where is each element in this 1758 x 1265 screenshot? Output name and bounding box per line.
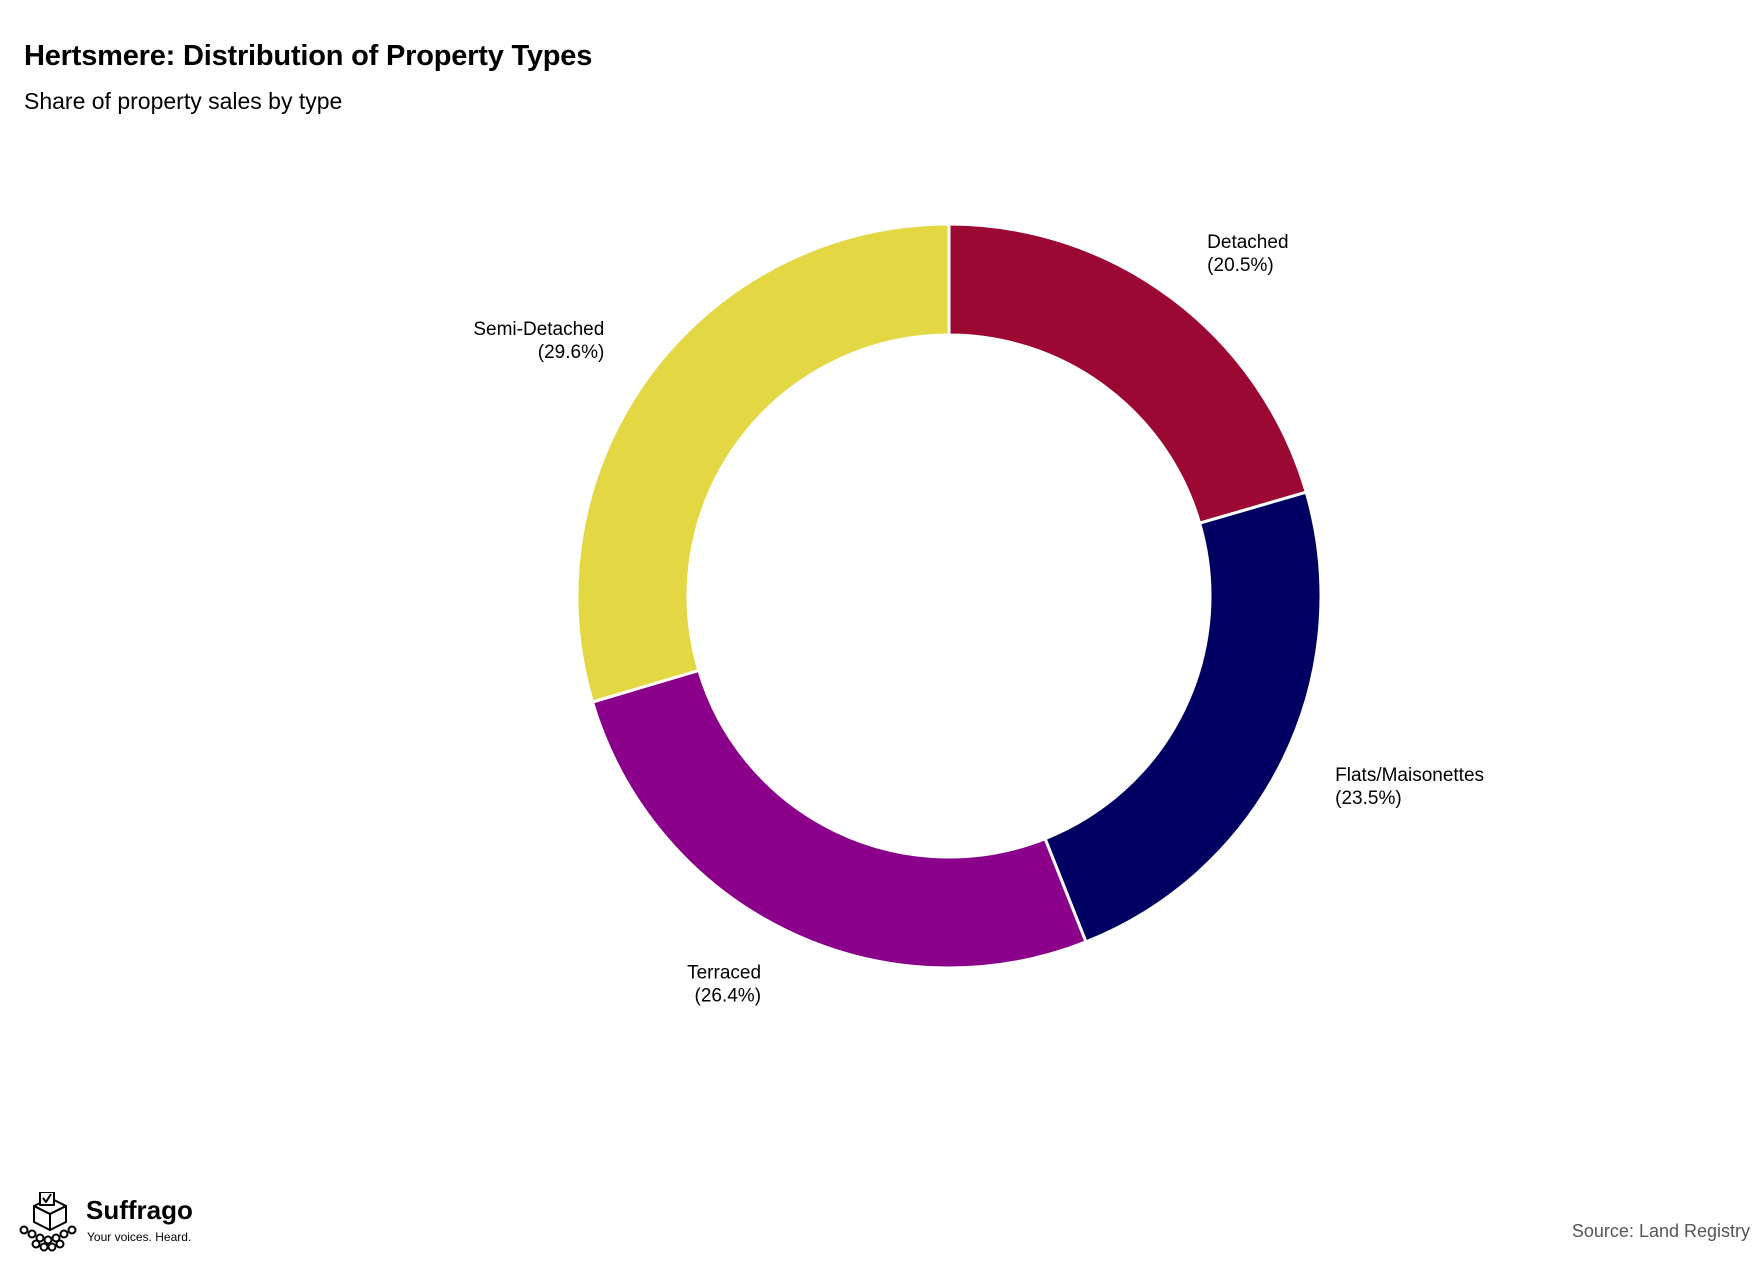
chart-subtitle: Share of property sales by type [24, 88, 343, 114]
ballot-box-crowd-icon [19, 1192, 77, 1252]
brand-logo: Suffrago Your voices. Heard. [16, 1192, 216, 1252]
brand-tagline: Your voices. Heard. [87, 1230, 192, 1244]
slice-semi-detached [575, 222, 951, 704]
slice-category-label: Terraced [687, 963, 761, 984]
slice-value-label: (26.4%) [695, 986, 762, 1007]
slice-value-label: (20.5%) [1207, 255, 1274, 276]
slice-label-semi-detached: Semi-Detached (29.6%) [473, 319, 604, 363]
slice-category-label: Detached [1207, 232, 1288, 253]
slice-value-label: (23.5%) [1335, 788, 1402, 809]
slice-label-terraced: Terraced (26.4%) [687, 963, 761, 1007]
slice-label-detached: Detached (20.5%) [1207, 232, 1288, 276]
slice-category-label: Flats/Maisonettes [1335, 765, 1484, 786]
slice-detached [947, 222, 1309, 526]
chart-title: Hertsmere: Distribution of Property Type… [24, 40, 593, 72]
slice-category-label: Semi-Detached [473, 319, 604, 340]
slice-labels: Detached (20.5%) Flats/Maisonettes (23.5%) T… [473, 232, 1484, 1007]
donut-slices [575, 222, 1323, 970]
slice-label-flats-maisonettes: Flats/Maisonettes (23.5%) [1335, 765, 1484, 809]
brand-name: Suffrago [86, 1195, 193, 1225]
source-note: Source: Land Registry [1571, 1221, 1750, 1241]
slice-value-label: (29.6%) [538, 342, 605, 363]
slice-terraced [590, 668, 1088, 970]
slice-flats-maisonettes [1043, 490, 1323, 944]
